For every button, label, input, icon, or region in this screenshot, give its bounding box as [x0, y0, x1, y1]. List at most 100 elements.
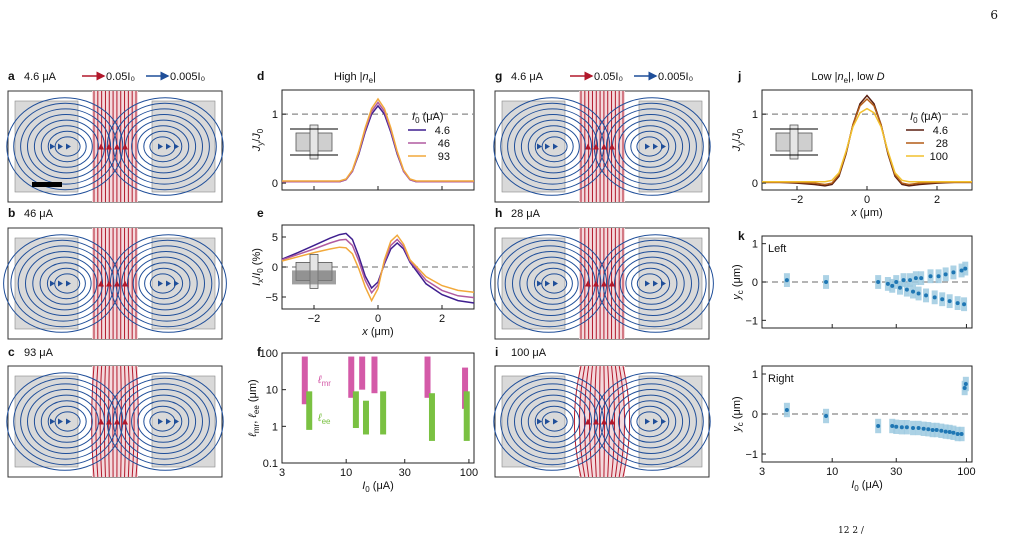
- data-point: [911, 426, 916, 430]
- axes-frame: [281, 352, 475, 464]
- panel-letter-d: d: [257, 69, 264, 83]
- ee-bar: [362, 400, 369, 435]
- flow-arrow: [50, 280, 55, 287]
- flow-arrow: [537, 280, 542, 287]
- x-axis-label: x (μm): [850, 207, 882, 219]
- blue-contour: [493, 97, 611, 196]
- flow-arrow: [166, 280, 171, 287]
- data-point: [939, 428, 944, 433]
- panel-letter-h: h: [495, 206, 502, 220]
- data-point: [959, 268, 964, 273]
- data-point: [934, 428, 939, 432]
- panel-letter-c: c: [8, 345, 15, 359]
- flow-arrow: [58, 143, 63, 150]
- device-inset: [292, 253, 336, 289]
- flow-arrow: [122, 280, 128, 287]
- ee-bar: [428, 393, 435, 441]
- blue-contour: [599, 102, 704, 191]
- tick-label: 30: [890, 466, 902, 478]
- tick-label: 1: [752, 239, 758, 251]
- data-point: [919, 276, 924, 281]
- data-point: [947, 299, 952, 304]
- flow-arrow: [553, 280, 558, 287]
- flow-map: [493, 365, 711, 478]
- legend-ee: ℓee: [317, 412, 331, 426]
- flow-arrow: [593, 280, 599, 287]
- ee-bar: [306, 391, 313, 430]
- flow-arrow: [645, 143, 650, 150]
- panel-letter-b: b: [8, 206, 15, 220]
- flow-arrow: [661, 143, 666, 150]
- panel-title-j: Low |ne|, low D: [811, 71, 884, 85]
- data-point: [963, 266, 968, 271]
- flow-arrow: [114, 418, 120, 425]
- blue-contour: [27, 389, 105, 454]
- blue-contour: [47, 405, 87, 438]
- tick-label: −2: [791, 194, 804, 206]
- flow-arrow: [661, 418, 666, 425]
- data-point: [955, 301, 960, 306]
- x-axis-label: x (μm): [361, 326, 393, 338]
- flow-map: [3, 227, 227, 340]
- flow-map: [6, 365, 224, 478]
- panel-letter-e: e: [257, 206, 264, 220]
- tick-label: −2: [308, 313, 321, 325]
- chart-f: 0.1 1 10 100 3 10 30 100 I0 (μA) ℓmr, ℓee (μm) ℓmr…: [247, 348, 478, 494]
- blue-contour: [20, 108, 112, 185]
- flow-arrow: [158, 418, 163, 425]
- flow-arrow: [50, 418, 55, 425]
- blue-contour: [46, 267, 86, 300]
- blue-contour: [47, 130, 87, 163]
- flow-arrow: [98, 280, 104, 287]
- blue-contour: [131, 394, 197, 449]
- flow-arrow: [653, 418, 658, 425]
- chart-e: −5 0 5 −2 0 2 x (μm) Ix/I0 (%): [251, 224, 475, 338]
- x-axis-label: I0 (μA): [851, 479, 883, 493]
- blue-contour: [630, 130, 670, 163]
- legend-red-label: 0.05I₀: [594, 71, 623, 83]
- data-point: [916, 426, 921, 430]
- blue-contour: [520, 119, 586, 174]
- ee-bar: [463, 391, 470, 441]
- mr-bar: [371, 356, 378, 394]
- mr-bar: [424, 356, 431, 398]
- flow-arrow: [98, 418, 104, 425]
- mr-bar: [462, 367, 469, 409]
- data-point: [824, 414, 829, 418]
- flow-arrow: [122, 143, 128, 150]
- flow-arrow: [58, 280, 63, 287]
- flow-arrow: [66, 418, 71, 425]
- red-streamline: [611, 365, 616, 478]
- flow-arrow: [174, 143, 179, 150]
- tick-label: 2: [439, 313, 445, 325]
- flow-arrow: [585, 280, 591, 287]
- blue-contour: [54, 411, 81, 432]
- blue-contour: [614, 251, 692, 316]
- series-line: [762, 97, 972, 186]
- flow-arrow: [50, 143, 55, 150]
- blue-contour: [33, 394, 99, 449]
- panel-current-g: 4.6 μA: [511, 71, 544, 83]
- blue-contour: [143, 405, 183, 438]
- y-axis-label: Jy/J0: [731, 128, 745, 152]
- inset-channel: [789, 124, 799, 160]
- tick-label: −1: [745, 449, 758, 461]
- y-axis-label: yc (μm): [731, 264, 745, 300]
- blue-contour: [624, 125, 677, 168]
- flow-arrow: [66, 143, 71, 150]
- y-axis-label: Jy/J0: [251, 128, 265, 152]
- blue-contour: [534, 130, 574, 163]
- flow-map: [490, 227, 714, 340]
- tick-label: 0: [272, 262, 278, 274]
- legend-entry: 4.6: [933, 125, 948, 137]
- flow-arrow: [553, 418, 558, 425]
- y-axis-label: ℓmr, ℓee (μm): [247, 379, 261, 437]
- blue-contour: [541, 136, 568, 157]
- legend-blue-label: 0.005I₀: [658, 71, 693, 83]
- legend-red-label: 0.05I₀: [106, 71, 135, 83]
- blue-contour: [599, 377, 704, 466]
- legend-entry: 46: [438, 138, 450, 150]
